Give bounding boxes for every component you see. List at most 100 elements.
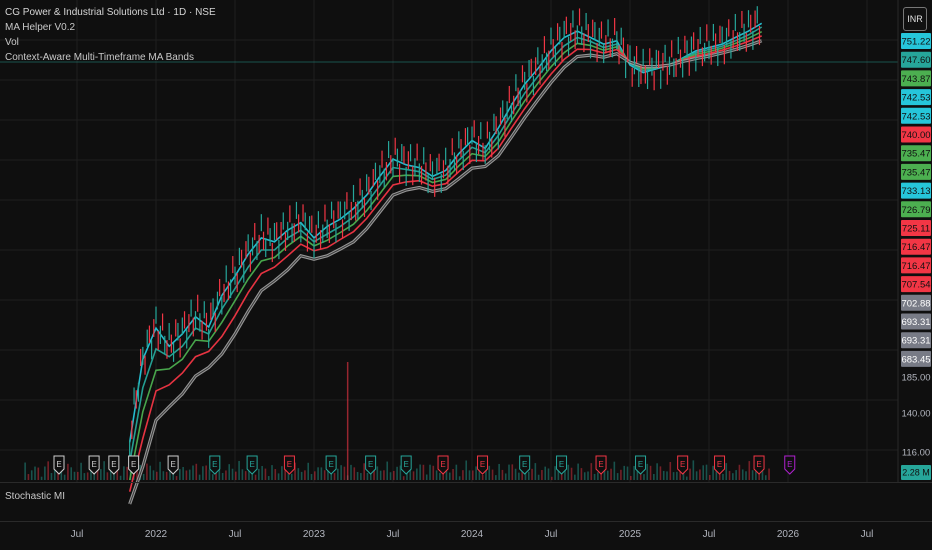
price-label-text: 693.31 <box>901 317 930 328</box>
volume-bar <box>327 467 329 480</box>
price-label-text: 751.22 <box>901 37 930 48</box>
earnings-marker: E <box>365 455 377 475</box>
volume-bar <box>653 473 655 480</box>
earnings-marker-shape[interactable] <box>753 455 765 475</box>
price-label-text: 716.47 <box>901 261 930 272</box>
price-label-text: 726.79 <box>901 205 930 216</box>
price-label-badge <box>901 238 931 255</box>
currency-button[interactable]: INR <box>903 7 927 31</box>
earnings-marker-shape[interactable] <box>437 455 449 475</box>
volume-bar <box>53 467 56 480</box>
volume-bar <box>34 466 36 480</box>
volume-bar <box>396 466 398 480</box>
price-label-text: 735.47 <box>901 149 930 160</box>
indicator-ma-helper[interactable]: MA Helper V0.2 <box>5 22 76 33</box>
volume-bar <box>722 473 724 480</box>
earnings-marker: E <box>556 455 568 475</box>
volume-spike <box>346 362 349 480</box>
volume-bar <box>580 468 583 480</box>
earnings-marker: E <box>635 455 647 475</box>
indicator-volume[interactable]: Vol <box>5 37 19 48</box>
price-label-badge <box>901 276 931 293</box>
price-label-badge <box>901 294 931 311</box>
volume-bar <box>284 464 286 480</box>
price-label-badge <box>901 313 931 330</box>
earnings-marker-shape[interactable] <box>635 455 647 475</box>
earnings-marker-shape[interactable] <box>714 455 726 475</box>
volume-bar <box>103 461 105 480</box>
volume-bar <box>630 475 632 480</box>
volume-bar <box>458 476 461 480</box>
earnings-marker-shape[interactable] <box>784 455 796 475</box>
earnings-marker-shape[interactable] <box>595 455 607 475</box>
price-label-badge <box>901 163 931 180</box>
earnings-marker-shape[interactable] <box>325 455 337 475</box>
volume-bar <box>498 463 500 480</box>
volume-bar <box>541 470 543 480</box>
volume-bar <box>452 469 454 480</box>
volume-bar <box>231 468 234 480</box>
earnings-marker-shape[interactable] <box>108 455 120 475</box>
volume-bar <box>83 473 86 480</box>
volume-bar <box>695 471 698 480</box>
volume-bar <box>195 463 198 480</box>
earnings-marker-label: E <box>787 460 792 469</box>
price-label-badge <box>901 220 931 236</box>
panel-separator[interactable] <box>0 482 932 483</box>
ma-series-inner <box>129 40 762 505</box>
price-candles <box>129 6 761 460</box>
ma-series-4 <box>128 39 763 505</box>
volume-bar <box>44 466 46 480</box>
volume-bar <box>73 471 76 480</box>
volume-bar <box>198 474 201 480</box>
earnings-marker-label: E <box>111 460 116 469</box>
volume-bar <box>409 467 412 480</box>
earnings-marker: E <box>108 455 120 475</box>
earnings-marker-shape[interactable] <box>556 455 568 475</box>
indicator-ma-bands[interactable]: Context-Aware Multi-Timeframe MA Bands <box>5 52 194 63</box>
volume-bar <box>50 472 53 480</box>
volume-bar <box>468 470 471 480</box>
volume-bar <box>337 468 339 480</box>
x-tick-label: 2023 <box>303 529 326 540</box>
volume-bar <box>402 476 405 480</box>
price-label-badge <box>901 145 931 162</box>
volume-bar <box>544 466 547 480</box>
y-tick-label: 116.00 <box>902 448 930 459</box>
earnings-marker-shape[interactable] <box>53 455 65 475</box>
earnings-marker-shape[interactable] <box>365 455 377 475</box>
volume-bar <box>363 463 365 480</box>
volume-bar <box>202 466 204 480</box>
volume-bar <box>228 464 231 480</box>
earnings-marker-shape[interactable] <box>167 455 179 475</box>
volume-bar <box>574 474 576 480</box>
earnings-marker-shape[interactable] <box>88 455 100 475</box>
earnings-marker-shape[interactable] <box>283 455 295 475</box>
earnings-marker-shape[interactable] <box>246 455 258 475</box>
volume-bar <box>267 476 270 480</box>
volume-bar <box>205 465 207 480</box>
stochastic-panel-title[interactable]: Stochastic MI <box>5 491 66 502</box>
volume-bar <box>366 472 369 480</box>
x-tick-label: Jul <box>545 529 558 540</box>
volume-bar <box>732 473 734 480</box>
earnings-marker-shape[interactable] <box>400 455 412 475</box>
volume-bar <box>432 465 435 480</box>
earnings-marker-shape[interactable] <box>477 455 489 475</box>
volume-bar <box>620 469 622 480</box>
volume-bar <box>527 471 530 480</box>
symbol-title[interactable]: CG Power & Industrial Solutions Ltd · 1D… <box>5 7 216 18</box>
earnings-marker-shape[interactable] <box>519 455 531 475</box>
y-tick-label: 140.00 <box>901 409 930 420</box>
x-tick-label: 2024 <box>461 529 484 540</box>
earnings-marker-shape[interactable] <box>128 455 140 475</box>
volume-bar <box>567 464 570 480</box>
earnings-marker-shape[interactable] <box>677 455 689 475</box>
volume-bar <box>317 467 319 480</box>
volume-bar <box>304 470 306 480</box>
volume-bar <box>40 476 43 480</box>
volume-bar <box>188 469 191 480</box>
volume-bar <box>524 469 527 480</box>
earnings-marker-shape[interactable] <box>209 455 221 475</box>
